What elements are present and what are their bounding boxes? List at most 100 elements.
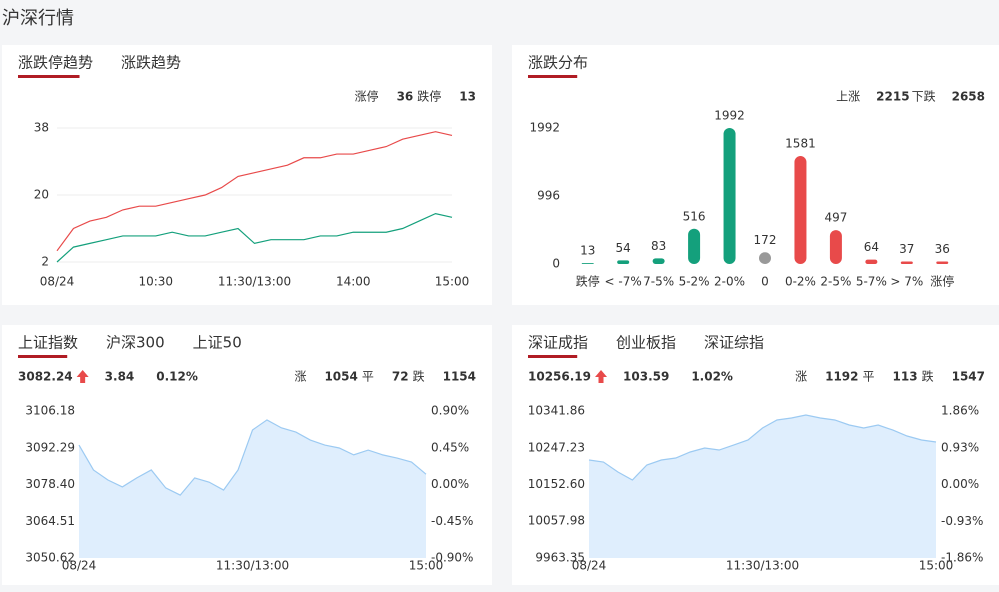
- tab[interactable]: 涨跌趋势: [121, 54, 181, 72]
- x-tick-label: 08/24: [40, 275, 75, 289]
- legend-value: 2215: [876, 90, 909, 104]
- up-arrow: [76, 370, 89, 383]
- y-tick-label: 0: [552, 257, 560, 271]
- y-tick-label: 10152.60: [528, 477, 585, 491]
- y2-tick-label: 0.00%: [431, 477, 469, 491]
- y-tick-label: 3064.51: [25, 514, 75, 528]
- y-tick-label: 10341.86: [528, 404, 585, 418]
- breadth-label: 涨: [294, 369, 306, 384]
- tab[interactable]: 上证50: [193, 334, 242, 352]
- bar: [688, 228, 701, 264]
- legend-label: 跌停: [417, 89, 441, 104]
- area-fill: [79, 419, 426, 558]
- x-tick-label: 15:00: [435, 275, 470, 289]
- breadth-value: 1054: [324, 370, 357, 384]
- x-tick-label: 2-0%: [714, 275, 745, 289]
- bar-value-label: 54: [616, 241, 631, 255]
- tab[interactable]: 沪深300: [106, 334, 165, 352]
- bar-value-label: 516: [683, 209, 706, 223]
- y-tick-label: 3106.18: [25, 404, 75, 418]
- tab[interactable]: 深证成指: [528, 334, 588, 352]
- y-tick-label: 996: [537, 189, 560, 203]
- bar: [617, 260, 630, 264]
- bar: [723, 128, 736, 264]
- breadth-value: 72: [392, 370, 409, 384]
- breadth-label: 跌: [922, 369, 934, 384]
- series-line: [78, 419, 427, 496]
- y2-tick-label: -0.93%: [941, 514, 983, 528]
- up-arrow: [595, 370, 608, 383]
- bar: [936, 261, 949, 264]
- breadth-value: 113: [893, 370, 918, 384]
- page-title: 沪深行情: [2, 8, 74, 29]
- x-tick-label: 7-5%: [643, 275, 674, 289]
- y-tick-label: 3092.29: [25, 440, 75, 454]
- y-tick-label: 10057.98: [528, 514, 585, 528]
- bar-value-label: 37: [899, 242, 914, 256]
- panel: [2, 45, 492, 305]
- bar: [900, 261, 913, 264]
- quote-change-pct: 1.02%: [691, 370, 733, 384]
- y2-tick-label: -1.86%: [941, 551, 983, 565]
- legend-label: 上涨: [836, 89, 860, 104]
- bar: [759, 252, 771, 264]
- legend-label: 涨停: [355, 89, 379, 104]
- x-tick-label: 2-5%: [820, 275, 851, 289]
- y-tick-label: 3078.40: [25, 477, 75, 491]
- tab[interactable]: 深证综指: [704, 334, 764, 352]
- quote-price: 10256.19: [528, 370, 591, 384]
- y-tick-label: 9963.35: [535, 551, 585, 565]
- x-tick-label: 10:30: [138, 275, 173, 289]
- x-tick-label: 11:30/13:00: [726, 559, 799, 573]
- series-line: [56, 212, 453, 263]
- tab-underline: [528, 355, 578, 358]
- y-tick-label: 3050.62: [25, 551, 75, 565]
- x-tick-label: 跌停: [576, 274, 600, 289]
- y-tick-label: 38: [34, 121, 49, 135]
- legend-value: 36: [397, 90, 414, 104]
- x-tick-label: 11:30/13:00: [218, 275, 291, 289]
- x-tick-label: 08/24: [62, 559, 97, 573]
- series-line: [56, 131, 453, 252]
- x-tick-label: 15:00: [409, 559, 444, 573]
- x-tick-label: 涨停: [930, 274, 954, 289]
- tab[interactable]: 涨跌停趋势: [18, 54, 93, 72]
- breadth-label: 平: [362, 370, 374, 384]
- y-tick-label: 1992: [529, 121, 560, 135]
- tab-underline: [18, 75, 80, 78]
- breadth-value: 1192: [825, 370, 858, 384]
- tab[interactable]: 上证指数: [18, 334, 78, 352]
- legend-value: 2658: [952, 90, 985, 104]
- bar: [865, 259, 878, 264]
- area-fill: [589, 414, 936, 558]
- tab[interactable]: 涨跌分布: [528, 54, 588, 72]
- y2-tick-label: 0.93%: [941, 440, 979, 454]
- breadth-label: 跌: [413, 369, 425, 384]
- x-tick-label: 0-2%: [785, 275, 816, 289]
- bar-value-label: 1581: [785, 137, 816, 151]
- y2-tick-label: 1.86%: [941, 404, 979, 418]
- bar-value-label: 83: [651, 239, 666, 253]
- y2-tick-label: -0.90%: [431, 551, 473, 565]
- bar-value-label: 36: [935, 242, 950, 256]
- tab[interactable]: 创业板指: [616, 334, 676, 352]
- breadth-label: 涨: [795, 369, 807, 384]
- y2-tick-label: -0.45%: [431, 514, 473, 528]
- y-tick-label: 2: [41, 255, 49, 269]
- x-tick-label: 5-7%: [856, 275, 887, 289]
- x-tick-label: 15:00: [919, 559, 954, 573]
- quote-change: 3.84: [105, 370, 135, 384]
- bar: [581, 263, 594, 264]
- y2-tick-label: 0.90%: [431, 404, 469, 418]
- x-tick-label: 0: [761, 275, 769, 289]
- x-tick-label: < -7%: [605, 275, 642, 289]
- bar: [794, 156, 807, 264]
- bar-value-label: 172: [754, 233, 777, 247]
- panel: [512, 45, 999, 305]
- y-tick-label: 20: [34, 188, 49, 202]
- quote-change-pct: 0.12%: [156, 370, 198, 384]
- x-tick-label: > 7%: [890, 275, 923, 289]
- x-tick-label: 14:00: [336, 275, 371, 289]
